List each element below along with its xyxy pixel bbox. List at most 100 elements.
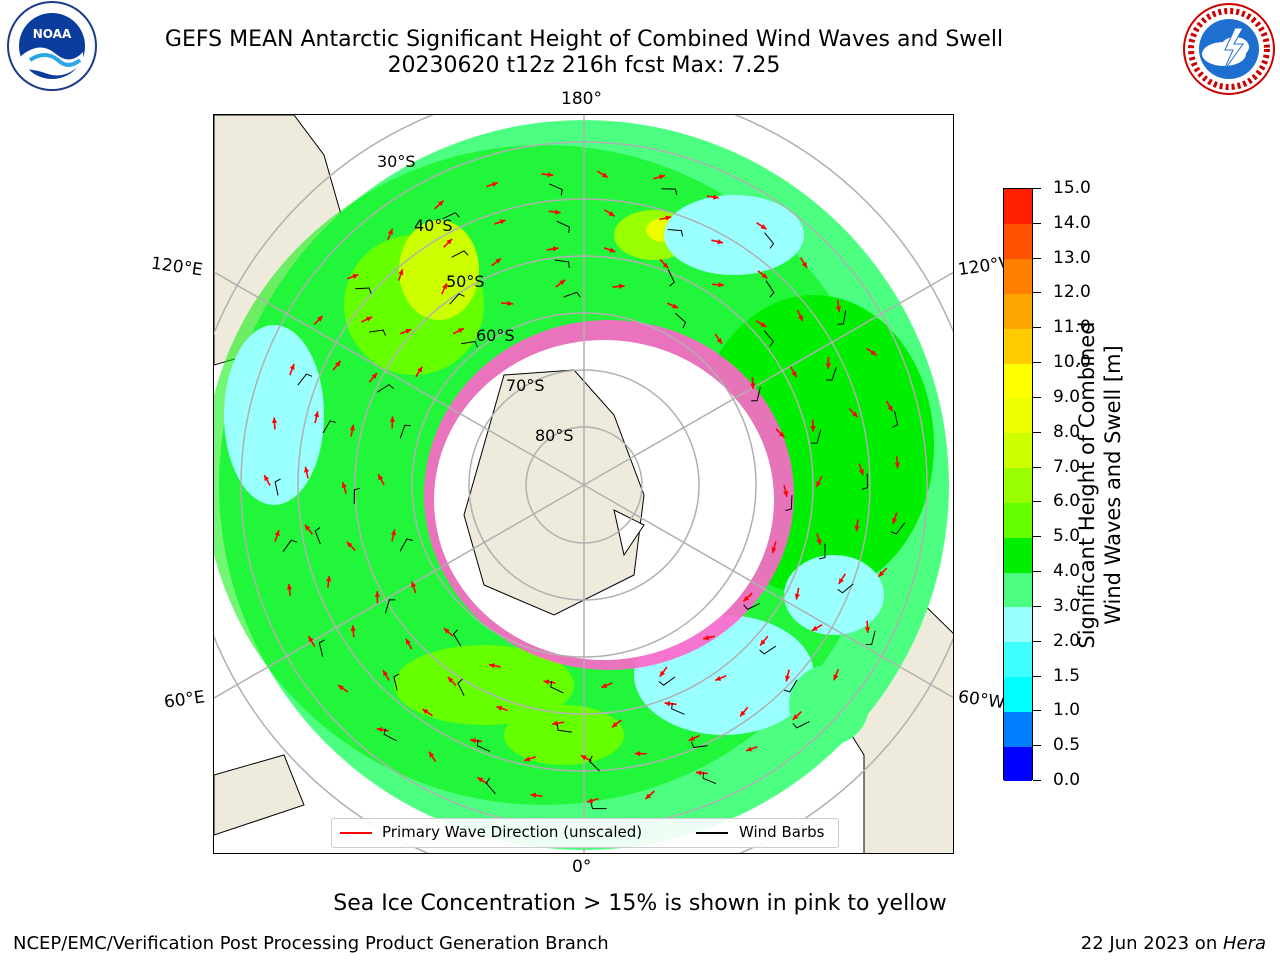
colorbar-segment bbox=[1004, 258, 1032, 294]
colorbar-tick-label: 5.0 bbox=[1053, 526, 1081, 547]
wind-barb bbox=[449, 293, 465, 305]
colorbar-segment bbox=[1004, 537, 1032, 573]
colorbar-tick-label: 12.0 bbox=[1053, 282, 1091, 303]
colorbar-tick-label: 0.5 bbox=[1053, 735, 1081, 756]
lon-label-60e: 60°E bbox=[162, 687, 207, 713]
wave-arrow bbox=[664, 701, 677, 707]
wind-barb bbox=[667, 229, 684, 237]
wind-barb bbox=[549, 183, 563, 196]
colorbar-tick bbox=[1033, 292, 1041, 294]
colorbar-tick bbox=[1033, 640, 1041, 642]
wave-arrow bbox=[307, 635, 316, 647]
barb-legend-label: Wind Barbs bbox=[739, 823, 825, 841]
wave-arrow bbox=[304, 466, 310, 479]
wave-arrow bbox=[390, 529, 397, 542]
wind-barb bbox=[355, 287, 372, 294]
wave-arrow bbox=[854, 519, 860, 532]
wave-arrow bbox=[350, 625, 356, 638]
wave-arrow bbox=[422, 708, 433, 717]
wave-arrow bbox=[346, 541, 356, 551]
wave-arrow bbox=[476, 776, 488, 785]
sea-ice-note: Sea Ice Concentration > 15% is shown in … bbox=[333, 891, 947, 916]
wind-barb bbox=[792, 721, 810, 729]
wave-arrow bbox=[555, 279, 566, 288]
wind-barb bbox=[353, 487, 361, 504]
wave-arrow bbox=[387, 228, 394, 241]
wave-legend-line bbox=[340, 832, 372, 834]
wave-arrow bbox=[597, 170, 609, 179]
colorbar-tick bbox=[1033, 501, 1041, 503]
wave-arrow bbox=[447, 676, 457, 687]
wind-barb bbox=[588, 755, 600, 772]
map-panel: 30°S 40°S 50°S 60°S 70°S 80°S bbox=[213, 114, 954, 854]
wind-barb bbox=[743, 602, 761, 610]
wave-arrow bbox=[600, 682, 613, 689]
colorbar-tick-label: 2.0 bbox=[1053, 630, 1081, 651]
colorbar-tick bbox=[1033, 257, 1041, 259]
wind-barb bbox=[785, 495, 793, 511]
lat-label-40s: 40°S bbox=[414, 216, 453, 235]
wave-arrow bbox=[789, 366, 798, 378]
wind-barb bbox=[892, 410, 899, 428]
wave-arrow bbox=[274, 529, 280, 542]
wind-barb bbox=[690, 741, 708, 749]
wind-barb bbox=[861, 473, 869, 490]
wave-arrow bbox=[792, 711, 802, 721]
wave-arrow bbox=[612, 283, 625, 289]
wind-barb bbox=[865, 630, 876, 646]
wind-barb bbox=[452, 629, 462, 647]
colorbar-segment bbox=[1004, 746, 1032, 782]
colorbar-segment bbox=[1004, 328, 1032, 364]
wave-arrow bbox=[452, 327, 465, 335]
wave-arrow bbox=[799, 257, 808, 269]
colorbar-tick bbox=[1033, 745, 1041, 747]
wind-barb bbox=[837, 309, 847, 325]
wave-arrow bbox=[491, 257, 502, 267]
wind-barb bbox=[461, 340, 478, 348]
wave-arrow bbox=[263, 474, 271, 486]
antarctica bbox=[424, 320, 794, 670]
wind-barb bbox=[399, 424, 411, 439]
colorbar-tick bbox=[1033, 675, 1041, 677]
wave-arrow bbox=[659, 258, 669, 269]
wave-arrow bbox=[346, 273, 359, 280]
wave-arrow bbox=[759, 635, 769, 646]
colorbar-title-line1: Significant Height of Combined bbox=[1075, 321, 1099, 649]
wind-barb bbox=[556, 724, 573, 733]
antarctic-wave-map: 30°S 40°S 50°S 60°S 70°S 80°S bbox=[214, 115, 953, 853]
colorbar-tick bbox=[1033, 431, 1041, 433]
wave-arrow bbox=[796, 309, 804, 322]
wind-barb bbox=[661, 188, 678, 196]
wind-barb bbox=[751, 386, 761, 402]
wind-barb bbox=[837, 583, 854, 594]
colorbar-segment bbox=[1004, 676, 1032, 712]
colorbar-segment bbox=[1004, 572, 1032, 608]
wave-arrow bbox=[711, 282, 724, 288]
wind-barb bbox=[765, 280, 775, 298]
wave-arrow bbox=[604, 209, 616, 217]
lon-label-0: 0° bbox=[572, 857, 592, 877]
colorbar-tick bbox=[1033, 188, 1041, 189]
wind-barb bbox=[384, 599, 396, 614]
wave-arrow bbox=[389, 416, 395, 429]
colorbar-title-line2: Wind Waves and Swell [m] bbox=[1101, 345, 1125, 625]
wind-barb bbox=[554, 259, 570, 268]
wave-arrow bbox=[756, 222, 768, 230]
wave-arrow bbox=[892, 512, 898, 525]
wave-arrow bbox=[815, 475, 823, 488]
colorbar-tick-label: 1.5 bbox=[1053, 665, 1081, 686]
noaa-logo-text: NOAA bbox=[33, 27, 72, 41]
wind-barb bbox=[297, 373, 313, 386]
wave-arrow bbox=[360, 316, 373, 323]
wave-arrow bbox=[825, 356, 831, 369]
wave-direction-arrows bbox=[263, 170, 900, 804]
wave-arrow bbox=[548, 209, 561, 215]
lon-label-60w: 60°W bbox=[956, 686, 1005, 714]
wave-arrow bbox=[810, 419, 816, 432]
colorbar-tick bbox=[1033, 780, 1041, 781]
wave-arrow bbox=[702, 635, 716, 641]
wind-barb bbox=[383, 728, 397, 742]
wind-barb bbox=[826, 366, 837, 381]
wind-barb bbox=[318, 639, 325, 657]
wave-arrow bbox=[659, 215, 672, 221]
